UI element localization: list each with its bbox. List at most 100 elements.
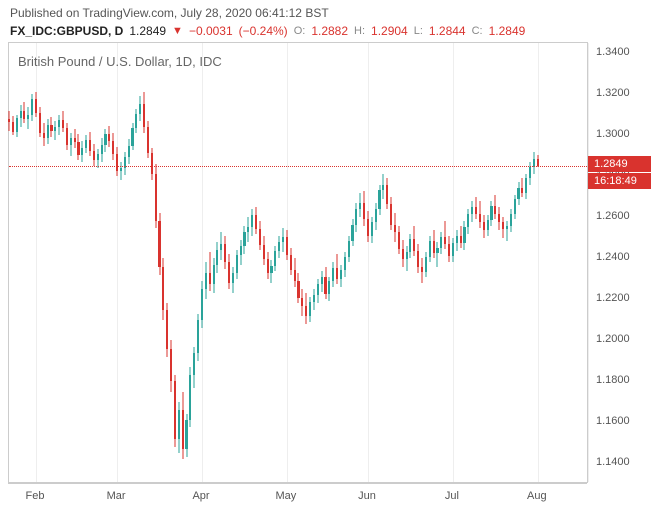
candle: [421, 258, 423, 283]
y-tick-label: 1.1600: [596, 415, 630, 427]
candle: [170, 340, 172, 391]
candle: [425, 252, 427, 277]
candle: [363, 191, 365, 226]
candle: [162, 258, 164, 320]
change: −0.0031: [189, 24, 233, 38]
candle: [444, 221, 446, 249]
last-price-badge: 1.2849: [588, 156, 651, 172]
candle: [158, 213, 160, 275]
candle: [243, 226, 245, 255]
candle: [321, 271, 323, 293]
candle: [328, 277, 330, 302]
candle: [351, 219, 353, 246]
candle: [135, 109, 137, 134]
candle: [502, 217, 504, 238]
candle: [494, 195, 496, 220]
candle: [440, 232, 442, 255]
candle: [193, 347, 195, 388]
candle: [50, 117, 52, 138]
candle: [155, 164, 157, 228]
candle: [85, 135, 87, 152]
candle: [433, 230, 435, 259]
candle: [290, 248, 292, 275]
candle: [35, 92, 37, 117]
candle: [394, 213, 396, 242]
x-tick-label: Jun: [358, 490, 376, 502]
candle: [47, 119, 49, 144]
x-tick-label: Aug: [527, 490, 547, 502]
change-pct: (−0.24%): [239, 24, 288, 38]
candle: [197, 314, 199, 361]
candle: [355, 203, 357, 232]
candle: [336, 254, 338, 284]
candle: [209, 252, 211, 291]
candle: [31, 94, 33, 121]
candle: [479, 201, 481, 228]
candle: [116, 147, 118, 177]
y-tick-label: 1.3400: [596, 46, 630, 58]
candle: [521, 178, 523, 196]
candle: [463, 221, 465, 250]
candle: [429, 236, 431, 263]
candle: [185, 414, 187, 457]
candle: [309, 297, 311, 322]
candle: [375, 203, 377, 230]
candle: [382, 174, 384, 199]
candle: [147, 121, 149, 158]
candle: [278, 236, 280, 259]
x-tick-label: Feb: [26, 490, 45, 502]
candle: [62, 111, 64, 133]
candle: [255, 207, 257, 234]
candle: [178, 402, 180, 453]
candle: [23, 102, 25, 123]
candle: [406, 246, 408, 271]
candle: [506, 221, 508, 240]
high-val: 1.2904: [371, 24, 408, 38]
candle: [452, 238, 454, 263]
candle: [174, 375, 176, 447]
candle: [12, 116, 14, 135]
candle: [282, 228, 284, 253]
last-price-line: [9, 166, 587, 167]
candle: [348, 236, 350, 263]
candle: [510, 209, 512, 232]
low-label: L:: [414, 25, 423, 37]
y-tick-label: 1.2000: [596, 333, 630, 345]
candle: [460, 226, 462, 249]
candle: [112, 133, 114, 160]
candle: [104, 129, 106, 152]
candle: [267, 252, 269, 279]
candle: [101, 138, 103, 162]
publish-caption: Published on TradingView.com, July 28, 2…: [0, 0, 651, 22]
symbol: FX_IDC:GBPUSD, D: [10, 24, 123, 38]
candle: [413, 226, 415, 257]
candle: [313, 289, 315, 310]
candle: [232, 267, 234, 294]
candle: [378, 185, 380, 216]
candle: [213, 258, 215, 293]
candle: [220, 232, 222, 261]
candle: [533, 152, 535, 175]
candle: [259, 221, 261, 250]
candle: [359, 193, 361, 218]
x-axis: FebMarAprMayJunJulAug: [8, 483, 587, 513]
candle: [108, 126, 110, 147]
y-tick-label: 1.3200: [596, 87, 630, 99]
candle: [139, 96, 141, 121]
candle: [120, 162, 122, 180]
candle: [490, 201, 492, 226]
countdown-badge: 16:18:49: [588, 173, 651, 189]
x-tick-label: Jul: [445, 490, 459, 502]
chart-plot-area[interactable]: [8, 42, 587, 483]
candle: [367, 211, 369, 242]
y-tick-label: 1.2200: [596, 292, 630, 304]
close-label: C:: [472, 25, 483, 37]
low-val: 1.2844: [429, 24, 466, 38]
candle: [514, 195, 516, 220]
candle: [39, 107, 41, 138]
candle: [166, 303, 168, 356]
candle: [205, 262, 207, 299]
candle: [70, 133, 72, 156]
x-tick-label: Mar: [107, 490, 126, 502]
y-tick-label: 1.2600: [596, 210, 630, 222]
